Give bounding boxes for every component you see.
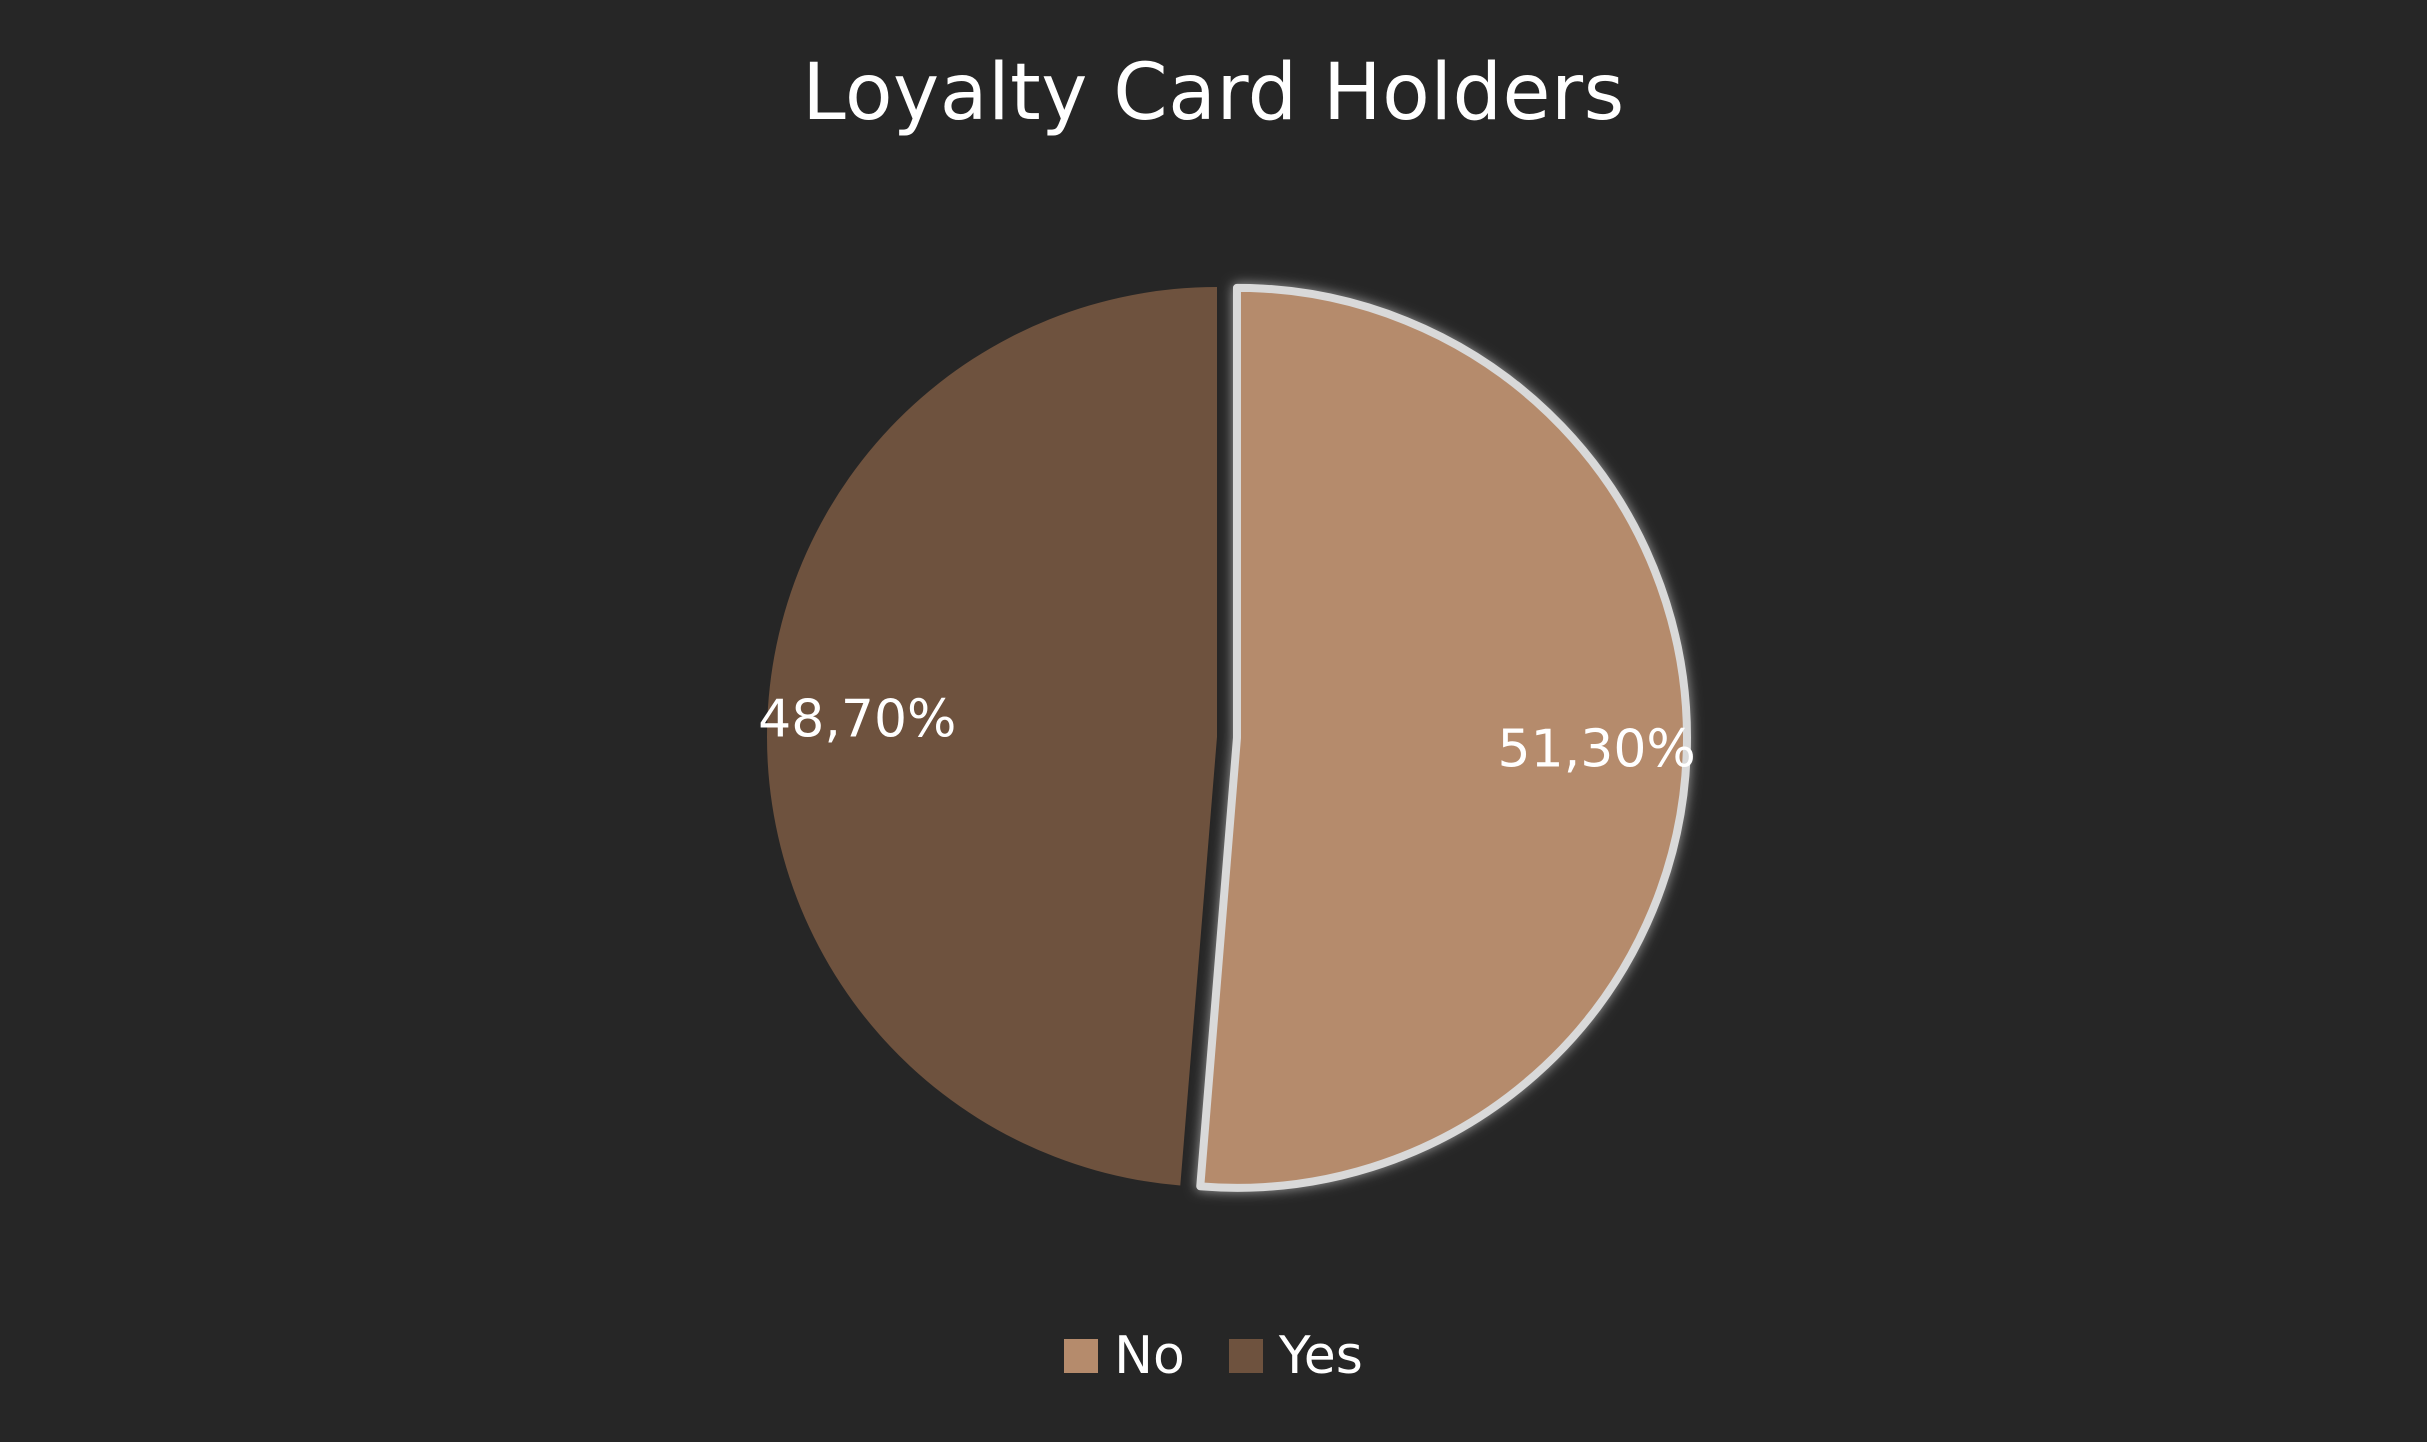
legend-item-no[interactable]: No bbox=[1064, 1326, 1185, 1386]
legend-label-no: No bbox=[1114, 1326, 1185, 1386]
pie-slice-no[interactable] bbox=[1196, 283, 1691, 1192]
chart-title: Loyalty Card Holders bbox=[802, 48, 1625, 138]
legend: No Yes bbox=[0, 1326, 2427, 1386]
pie-labels: 51,30% 48,70% bbox=[758, 689, 1696, 779]
data-label-yes: 48,70% bbox=[758, 689, 956, 749]
data-label-no: 51,30% bbox=[1498, 720, 1696, 780]
legend-item-yes[interactable]: Yes bbox=[1228, 1326, 1363, 1386]
legend-label-yes: Yes bbox=[1278, 1326, 1363, 1386]
legend-swatch-yes bbox=[1228, 1339, 1263, 1373]
legend-swatch-no bbox=[1064, 1339, 1099, 1373]
pie-slices bbox=[766, 283, 1691, 1192]
pie-slice-yes[interactable] bbox=[766, 287, 1217, 1186]
